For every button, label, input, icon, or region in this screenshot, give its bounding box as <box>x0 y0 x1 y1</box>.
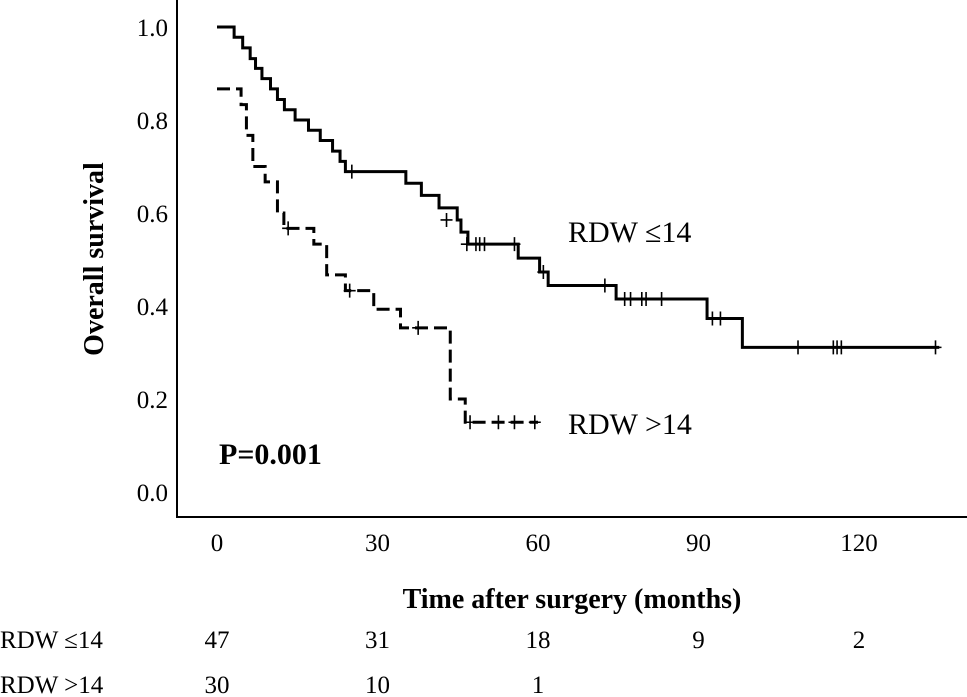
censor-mark <box>343 283 356 298</box>
risk-count: 30 <box>205 672 230 697</box>
censor-mark <box>835 340 848 355</box>
x-tick-label: 90 <box>686 530 711 557</box>
y-axis-title: Overall survival <box>79 162 110 356</box>
risk-count: 10 <box>365 672 390 697</box>
censor-mark <box>508 237 521 252</box>
risk-count: 2 <box>853 627 866 654</box>
y-tick-label: 0.8 <box>137 108 168 135</box>
censor-mark <box>282 221 295 236</box>
axes <box>176 0 967 518</box>
censor-mark <box>508 415 521 430</box>
risk-count: 1 <box>532 672 545 697</box>
censor-mark <box>640 292 653 307</box>
censor-mark <box>792 340 805 355</box>
censor-mark <box>624 292 637 307</box>
risk-count: 9 <box>692 627 705 654</box>
censor-mark <box>464 415 477 430</box>
y-tick-label: 0.2 <box>137 387 168 414</box>
censor-mark <box>598 278 611 293</box>
x-tick-label: 120 <box>840 530 878 557</box>
y-tick-label: 0.6 <box>137 201 168 228</box>
y-tick-label: 1.0 <box>137 15 168 42</box>
censor-mark <box>528 415 541 430</box>
risk-count: 18 <box>526 627 551 654</box>
censor-mark <box>929 340 942 355</box>
censor-mark <box>492 415 505 430</box>
x-tick-label: 60 <box>526 530 551 557</box>
censor-mark <box>345 164 358 179</box>
risk-counts: 47 31 18 9 2 30 10 1 <box>205 627 866 697</box>
series-label-rdw-high: RDW >14 <box>568 408 692 441</box>
censor-mark <box>440 212 453 227</box>
x-tick-labels: 0 30 60 90 120 <box>211 530 878 557</box>
y-tick-label: 0.4 <box>137 294 169 321</box>
series-line-rdw-high <box>217 87 538 424</box>
risk-count: 47 <box>205 627 230 654</box>
x-axis-title: Time after surgery (months) <box>403 584 742 615</box>
x-tick-label: 0 <box>211 530 224 557</box>
y-tick-labels: 0.0 0.2 0.4 0.6 0.8 1.0 <box>137 15 169 507</box>
number-at-risk-table: RDW ≤14 RDW >14 47 31 18 9 2 30 10 1 <box>0 627 865 697</box>
censor-mark <box>714 311 727 326</box>
censor-mark <box>655 292 668 307</box>
p-value-annotation: P=0.001 <box>219 438 322 471</box>
risk-row-label-rdw-low: RDW ≤14 <box>0 627 103 654</box>
censor-marks <box>282 164 942 430</box>
censor-mark <box>412 320 425 335</box>
series-label-rdw-low: RDW ≤14 <box>568 216 691 249</box>
censor-mark <box>537 265 550 280</box>
risk-row-label-rdw-high: RDW >14 <box>0 672 104 697</box>
risk-count: 31 <box>365 627 390 654</box>
series-line-rdw-low <box>217 25 940 349</box>
x-tick-label: 30 <box>365 530 390 557</box>
censor-mark <box>478 237 491 252</box>
y-tick-label: 0.0 <box>137 480 168 507</box>
